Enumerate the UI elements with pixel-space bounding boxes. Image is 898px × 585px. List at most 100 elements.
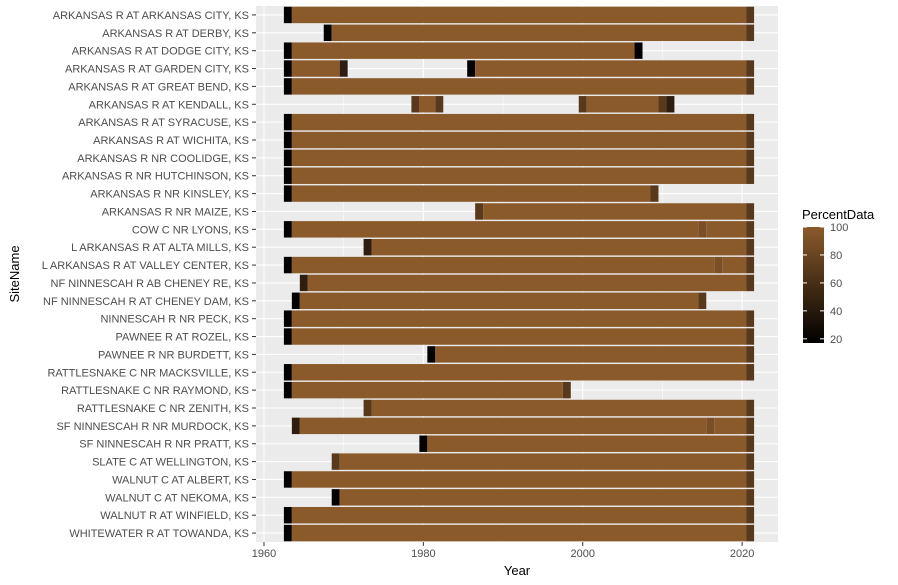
y-tick-label: ARKANSAS R AT DERBY, KS	[102, 28, 249, 40]
data-tile	[746, 435, 755, 452]
data-tile	[706, 417, 715, 435]
data-tile	[291, 60, 340, 77]
data-tile	[283, 221, 292, 238]
data-tile	[339, 60, 348, 77]
data-tile	[283, 381, 292, 399]
data-tile	[427, 346, 436, 363]
data-tile	[746, 256, 755, 274]
legend-tick-label: 60	[830, 278, 842, 290]
y-tick-label: ARKANSAS R AT SYRACUSE, KS	[78, 117, 249, 129]
data-tile	[291, 524, 747, 542]
y-tick-label: L ARKANSAS R AT ALTA MILLS, KS	[71, 242, 249, 254]
y-tick-label: L ARKANSAS R AT VALLEY CENTER, KS	[42, 260, 249, 272]
data-tile	[698, 221, 707, 238]
legend-ticks: 100 80 60 40 20	[803, 222, 848, 346]
data-tile	[427, 435, 747, 452]
data-tile	[299, 274, 308, 292]
data-tile	[698, 292, 707, 310]
x-tick-label: 1960	[252, 548, 276, 560]
y-tick-label: ARKANSAS R AT WICHITA, KS	[93, 135, 249, 147]
x-axis-title: Year	[504, 563, 531, 578]
data-tile	[291, 471, 747, 488]
data-tile	[291, 42, 635, 59]
data-tile	[291, 506, 747, 524]
y-tick-label: NINNESCAH R NR PECK, KS	[100, 314, 249, 326]
data-tile	[419, 96, 436, 113]
data-tile	[371, 399, 747, 417]
data-tile	[283, 6, 292, 24]
data-tile	[746, 310, 755, 327]
data-tile	[714, 256, 723, 274]
data-tile	[283, 113, 292, 131]
data-tile	[291, 381, 563, 399]
data-tile	[746, 60, 755, 77]
y-tick-label: ARKANSAS R NR HUTCHINSON, KS	[62, 171, 249, 183]
data-tile	[746, 6, 755, 24]
y-tick-label: WALNUT R AT WINFIELD, KS	[100, 510, 249, 522]
data-tile	[291, 113, 747, 131]
data-tile	[283, 149, 292, 167]
data-tile	[283, 471, 292, 488]
data-tile	[283, 42, 292, 59]
y-tick-label: WHITEWATER R AT TOWANDA, KS	[69, 528, 249, 540]
y-tick-label: ARKANSAS R AT GARDEN CITY, KS	[65, 64, 249, 76]
y-tick-label: PAWNEE R NR BURDETT, KS	[98, 349, 249, 361]
data-tile	[283, 78, 292, 95]
data-tile	[467, 60, 476, 77]
data-tile	[283, 131, 292, 149]
data-tile	[283, 60, 292, 77]
data-tile	[331, 489, 340, 506]
data-tile	[746, 113, 755, 131]
data-tile	[291, 167, 747, 184]
data-tile	[746, 24, 755, 42]
legend-tick-label: 40	[830, 306, 842, 318]
y-tick-label: ARKANSAS R AT DODGE CITY, KS	[72, 46, 249, 58]
y-tick-label: SF NINNESCAH R NR MURDOCK, KS	[56, 421, 249, 433]
y-axis-labels: WHITEWATER R AT TOWANDA, KS WALNUT R AT W…	[42, 10, 256, 540]
y-tick-label: SF NINNESCAH R NR PRATT, KS	[79, 439, 249, 451]
data-tile	[291, 6, 747, 24]
y-tick-label: RATTLESNAKE C NR RAYMOND, KS	[61, 385, 249, 397]
data-tile	[291, 256, 715, 274]
data-tile	[291, 185, 651, 202]
data-tile	[411, 96, 420, 113]
data-tile	[746, 78, 755, 95]
data-tile	[291, 310, 747, 327]
data-tile	[746, 274, 755, 292]
x-tick-label: 2020	[730, 548, 754, 560]
data-tile	[339, 489, 747, 506]
data-tile	[283, 328, 292, 345]
data-tile	[658, 96, 667, 113]
y-tick-label: NF NINNESCAH R AT CHENEY DAM, KS	[43, 296, 249, 308]
data-tile	[299, 417, 707, 435]
data-tile	[291, 292, 300, 310]
data-tile	[634, 42, 643, 59]
data-tile	[746, 131, 755, 149]
data-tile	[746, 167, 755, 184]
y-tick-label: RATTLESNAKE C NR MACKSVILLE, KS	[47, 367, 249, 379]
x-axis-ticks: 1960 1980 2000 2020	[252, 542, 754, 560]
y-tick-label: COW C NR LYONS, KS	[132, 224, 249, 236]
x-tick-label: 1980	[411, 548, 435, 560]
data-tile	[291, 364, 747, 381]
data-tile	[331, 24, 747, 42]
data-tile	[746, 399, 755, 417]
data-tile	[650, 185, 659, 202]
data-tile	[562, 381, 571, 399]
data-tile	[746, 524, 755, 542]
data-tile	[746, 453, 755, 470]
data-tile	[746, 328, 755, 345]
data-tile	[283, 256, 292, 274]
data-tile	[291, 78, 747, 95]
data-tile	[283, 310, 292, 327]
legend-tick-label: 80	[830, 250, 842, 262]
data-tile	[283, 506, 292, 524]
data-tiles	[283, 6, 755, 542]
data-tile	[323, 24, 332, 42]
data-tile	[363, 238, 372, 256]
data-tile	[363, 399, 372, 417]
legend-colorbar	[803, 227, 824, 343]
data-tile	[291, 328, 747, 345]
y-tick-label: NF NINNESCAH R AB CHENEY RE, KS	[51, 278, 249, 290]
